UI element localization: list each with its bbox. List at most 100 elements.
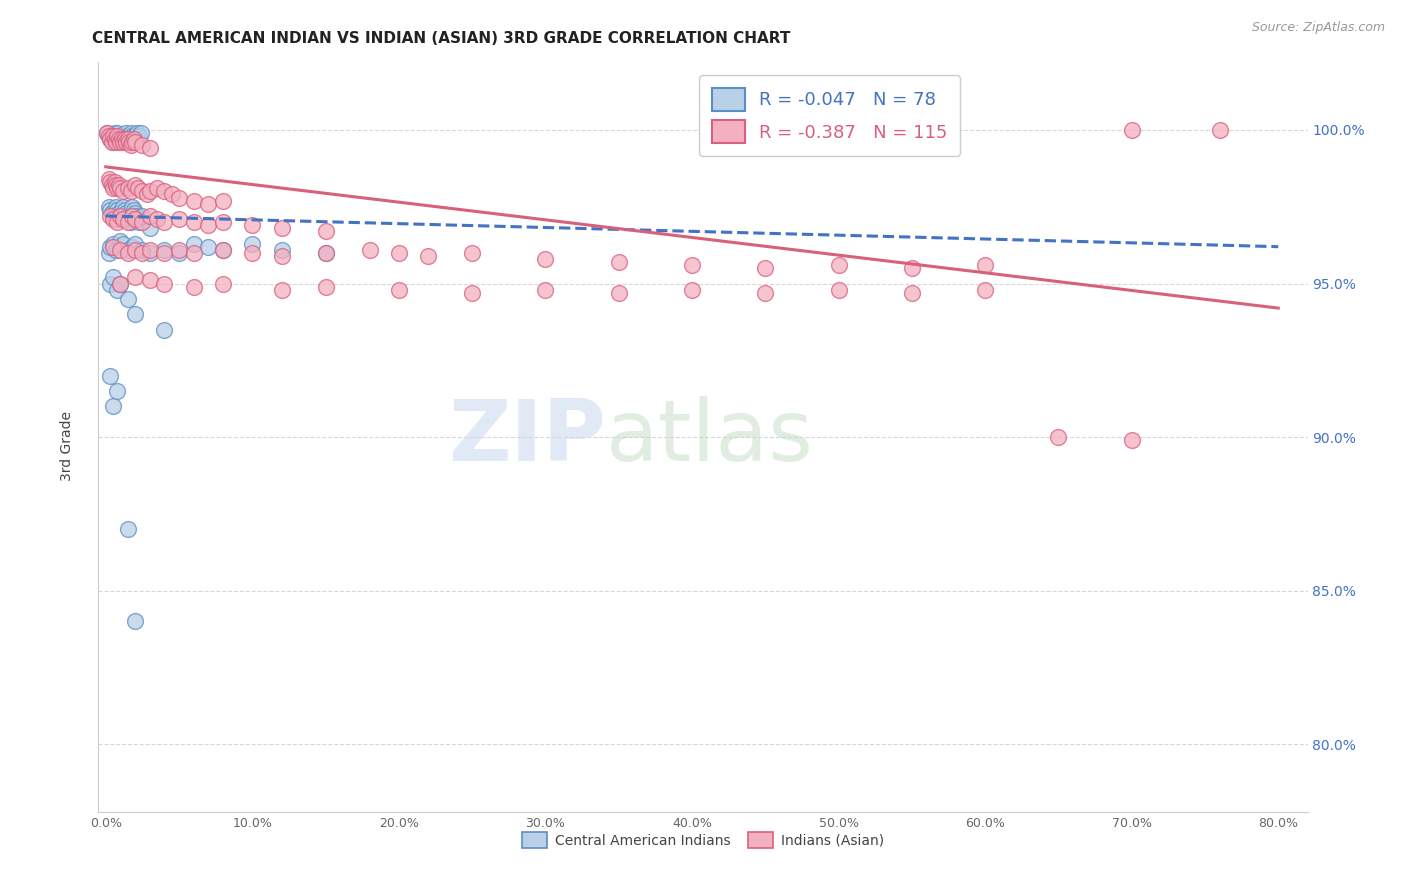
Point bbox=[101, 136, 124, 150]
Point bbox=[128, 215, 150, 229]
Point bbox=[122, 132, 145, 146]
Point bbox=[103, 212, 125, 227]
Point bbox=[212, 243, 235, 257]
Point bbox=[115, 136, 138, 150]
Point bbox=[105, 178, 128, 193]
Point bbox=[107, 181, 129, 195]
Point bbox=[112, 200, 135, 214]
Point bbox=[114, 132, 136, 146]
Point bbox=[183, 194, 205, 208]
Point bbox=[98, 277, 121, 291]
Point bbox=[101, 240, 124, 254]
Point bbox=[105, 129, 128, 144]
Point bbox=[120, 185, 142, 199]
Point bbox=[115, 132, 138, 146]
Point bbox=[160, 187, 183, 202]
Point bbox=[117, 209, 139, 223]
Point bbox=[901, 285, 924, 300]
Point bbox=[112, 136, 135, 150]
Point bbox=[120, 126, 142, 140]
Point bbox=[98, 240, 121, 254]
Point bbox=[138, 185, 160, 199]
Point bbox=[124, 243, 146, 257]
Point bbox=[117, 129, 139, 144]
Point bbox=[138, 273, 160, 287]
Point bbox=[115, 206, 138, 220]
Point bbox=[127, 212, 149, 227]
Point bbox=[112, 236, 135, 251]
Point bbox=[183, 279, 205, 293]
Point bbox=[131, 215, 153, 229]
Point bbox=[114, 202, 136, 217]
Point bbox=[110, 209, 132, 223]
Point bbox=[117, 245, 139, 260]
Point bbox=[98, 132, 121, 146]
Point bbox=[112, 185, 135, 199]
Point bbox=[240, 218, 263, 232]
Point bbox=[98, 202, 121, 217]
Point bbox=[117, 522, 139, 536]
Point bbox=[124, 178, 146, 193]
Point bbox=[167, 245, 190, 260]
Point bbox=[124, 270, 146, 285]
Point bbox=[681, 258, 703, 272]
Point bbox=[97, 129, 120, 144]
Point bbox=[183, 245, 205, 260]
Point bbox=[135, 187, 157, 202]
Point bbox=[125, 126, 148, 140]
Point bbox=[117, 292, 139, 306]
Point bbox=[108, 178, 131, 193]
Point bbox=[974, 258, 997, 272]
Point bbox=[129, 126, 152, 140]
Point bbox=[1047, 430, 1070, 444]
Point bbox=[101, 212, 124, 227]
Point bbox=[1208, 123, 1230, 137]
Point bbox=[118, 132, 141, 146]
Point bbox=[315, 224, 337, 238]
Point bbox=[827, 258, 849, 272]
Point bbox=[120, 215, 142, 229]
Point bbox=[124, 236, 146, 251]
Point bbox=[103, 132, 125, 146]
Point bbox=[105, 136, 128, 150]
Point bbox=[388, 245, 411, 260]
Point bbox=[138, 245, 160, 260]
Point bbox=[103, 175, 125, 189]
Point bbox=[100, 129, 122, 144]
Point bbox=[114, 126, 136, 140]
Point bbox=[117, 243, 139, 257]
Point bbox=[122, 202, 145, 217]
Point bbox=[124, 212, 146, 227]
Point bbox=[461, 285, 484, 300]
Point bbox=[240, 236, 263, 251]
Point bbox=[315, 279, 337, 293]
Point bbox=[121, 129, 143, 144]
Text: Source: ZipAtlas.com: Source: ZipAtlas.com bbox=[1251, 21, 1385, 34]
Point bbox=[110, 277, 132, 291]
Point bbox=[97, 172, 120, 186]
Point bbox=[212, 215, 235, 229]
Point bbox=[131, 245, 153, 260]
Point bbox=[97, 200, 120, 214]
Point bbox=[901, 261, 924, 276]
Point bbox=[101, 129, 124, 144]
Point bbox=[212, 243, 235, 257]
Point bbox=[131, 243, 153, 257]
Point bbox=[112, 129, 135, 144]
Point bbox=[103, 126, 125, 140]
Point bbox=[122, 132, 145, 146]
Point bbox=[167, 243, 190, 257]
Text: atlas: atlas bbox=[606, 395, 814, 479]
Point bbox=[111, 132, 134, 146]
Point bbox=[124, 615, 146, 629]
Point bbox=[270, 243, 292, 257]
Point bbox=[153, 323, 176, 337]
Point bbox=[153, 245, 176, 260]
Point bbox=[100, 206, 122, 220]
Point bbox=[101, 236, 124, 251]
Point bbox=[105, 243, 128, 257]
Point bbox=[111, 132, 134, 146]
Point bbox=[146, 181, 169, 195]
Point bbox=[101, 400, 124, 414]
Point bbox=[153, 185, 176, 199]
